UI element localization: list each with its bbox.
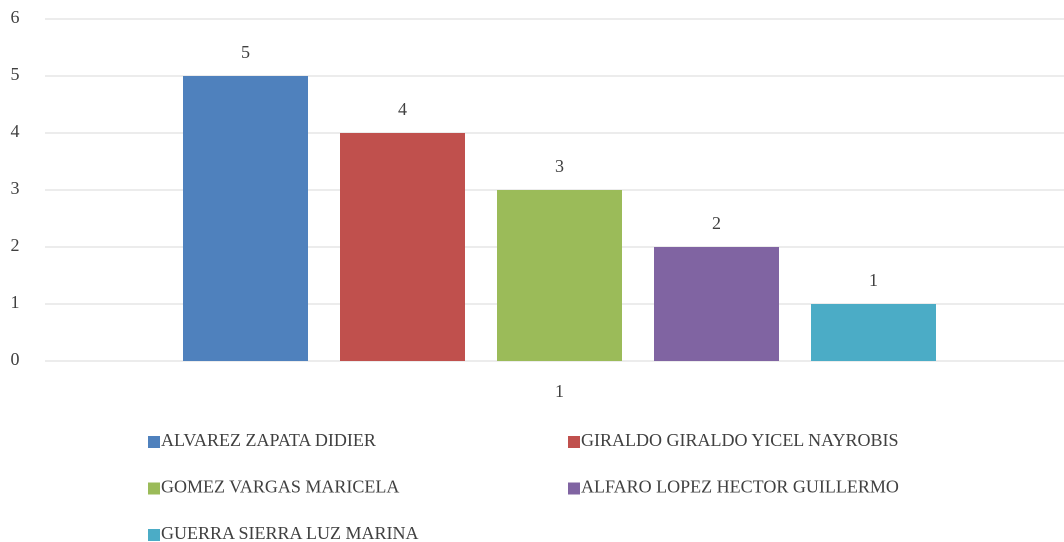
legend-label: GOMEZ VARGAS MARICELA (161, 477, 399, 497)
y-tick-label: 0 (11, 349, 20, 369)
y-tick-label: 2 (11, 235, 20, 255)
y-tick-label: 4 (11, 121, 20, 141)
x-tick-label: 1 (555, 381, 564, 401)
legend-label: ALFARO LOPEZ HECTOR GUILLERMO (581, 477, 899, 497)
y-tick-label: 6 (11, 7, 20, 27)
legend-swatch (148, 529, 160, 541)
data-label: 5 (241, 42, 250, 62)
data-label: 2 (712, 213, 721, 233)
legend-label: GIRALDO GIRALDO YICEL NAYROBIS (581, 430, 899, 450)
bar (811, 304, 936, 361)
y-tick-label: 5 (11, 64, 20, 84)
legend-label: ALVAREZ ZAPATA DIDIER (161, 430, 376, 450)
y-tick-label: 1 (11, 292, 20, 312)
data-label: 3 (555, 156, 564, 176)
legend-swatch (148, 482, 160, 495)
bar (340, 133, 465, 361)
legend-swatch (568, 482, 580, 495)
y-tick-label: 3 (11, 178, 20, 198)
data-label: 4 (398, 99, 407, 119)
legend-label: GUERRA SIERRA LUZ MARINA (161, 523, 419, 542)
data-label: 1 (869, 270, 878, 290)
legend-swatch (568, 436, 580, 448)
legend-swatch (148, 436, 160, 448)
bar (497, 190, 622, 361)
bar (183, 76, 308, 361)
bar (654, 247, 779, 361)
